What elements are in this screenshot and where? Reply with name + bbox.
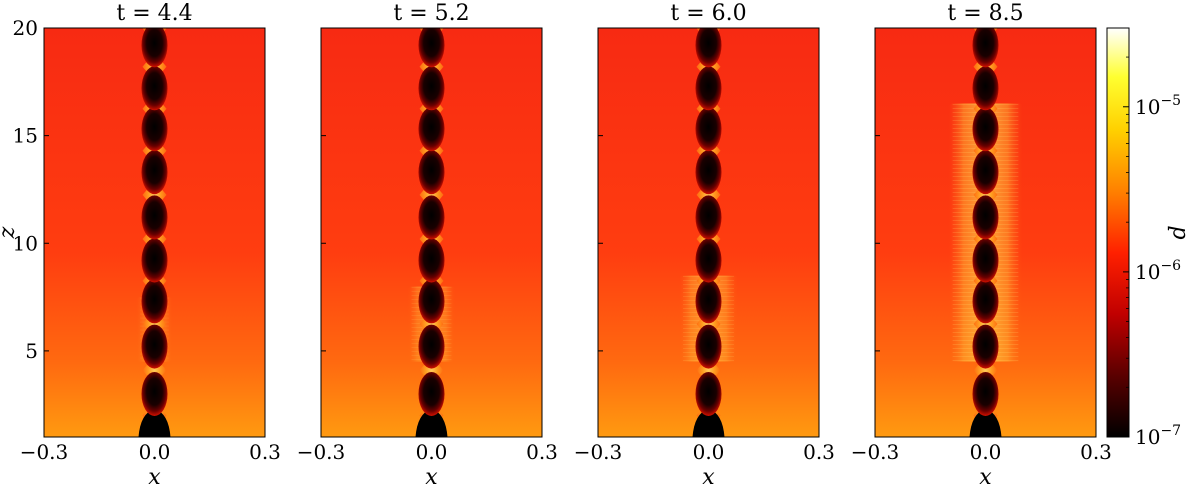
- jet-cell: [695, 238, 722, 283]
- density-field: [321, 28, 542, 437]
- jet-cell: [695, 195, 722, 240]
- jet-cell: [972, 195, 999, 240]
- x-tick-label: 0.3: [526, 440, 558, 464]
- x-tick-label: 0.0: [970, 440, 1002, 464]
- x-axis-label: x: [425, 465, 438, 490]
- jet-cell: [695, 28, 722, 68]
- jet-cell: [695, 324, 722, 369]
- panel: t = 8.5 −0.3 0.0 0.3 x: [851, 1, 1112, 490]
- x-axis-label: x: [979, 465, 992, 490]
- colorbar: 10−7 10−6 10−5 d: [1106, 27, 1191, 449]
- jet-cell: [141, 28, 168, 68]
- colorbar-tick-label: 10−5: [1135, 93, 1181, 119]
- x-tick-label: −0.3: [574, 440, 623, 464]
- x-axis-label: x: [702, 465, 715, 490]
- x-tick-label: −0.3: [851, 440, 900, 464]
- x-tick-label: 0.0: [693, 440, 725, 464]
- jet-cell: [972, 150, 999, 195]
- jet-cell: [972, 238, 999, 283]
- jet-cell: [695, 371, 722, 416]
- panel: t = 5.2 −0.3 0.0 0.3 x: [297, 1, 558, 490]
- y-tick-label: 20: [13, 16, 38, 40]
- x-tick-label: 0.0: [139, 440, 171, 464]
- colorbar-tick-label: 10−6: [1135, 258, 1181, 284]
- panel-title: t = 4.4: [116, 1, 192, 26]
- x-axis-label: x: [148, 465, 161, 490]
- jet-cell: [141, 371, 168, 416]
- panel-title: t = 5.2: [393, 1, 469, 26]
- y-tick-label: 15: [13, 124, 38, 148]
- density-field: [598, 28, 819, 437]
- y-axis-label: z: [0, 226, 20, 239]
- density-field: [875, 28, 1096, 437]
- jet-cell: [418, 28, 445, 68]
- x-tick-label: −0.3: [297, 440, 346, 464]
- jet-cell: [972, 371, 999, 416]
- jet-cell: [972, 28, 999, 68]
- panel: t = 6.0 −0.3 0.0 0.3 x: [574, 1, 835, 490]
- jet-cell: [415, 409, 448, 437]
- jet-cell: [141, 107, 168, 152]
- jet-cell: [418, 324, 445, 369]
- jet-cell: [969, 409, 1002, 437]
- jet-cell: [138, 409, 171, 437]
- jet-cell: [141, 279, 168, 324]
- jet-cell: [695, 150, 722, 195]
- colorbar-frame: [1106, 27, 1130, 438]
- jet-cell: [695, 66, 722, 111]
- colorbar-label: d: [1166, 225, 1191, 239]
- jet-cell: [418, 107, 445, 152]
- panel-title: t = 6.0: [670, 1, 746, 26]
- jet-cell: [972, 324, 999, 369]
- jet-cell: [418, 279, 445, 324]
- jet-cell: [695, 107, 722, 152]
- jet-cell: [418, 371, 445, 416]
- jet-cell: [141, 150, 168, 195]
- colorbar-gradient: [1107, 28, 1129, 437]
- x-tick-label: −0.3: [20, 440, 69, 464]
- jet-cell: [141, 324, 168, 369]
- colorbar-tick-label: 10−7: [1135, 423, 1181, 449]
- y-tick-label: 5: [25, 339, 38, 363]
- jet-cell: [695, 279, 722, 324]
- y-tick-label: 10: [13, 231, 38, 255]
- jet-cell: [418, 238, 445, 283]
- jet-cell: [972, 66, 999, 111]
- jet-cell: [972, 107, 999, 152]
- x-tick-label: 0.3: [249, 440, 281, 464]
- jet-cell: [418, 195, 445, 240]
- x-tick-label: 0.0: [416, 440, 448, 464]
- jet-cell: [141, 66, 168, 111]
- x-tick-label: 0.3: [803, 440, 835, 464]
- jet-cell: [141, 195, 168, 240]
- jet-cell: [972, 279, 999, 324]
- jet-cell: [418, 150, 445, 195]
- panel-title: t = 8.5: [947, 1, 1023, 26]
- jet-cell: [141, 238, 168, 283]
- jet-cell: [692, 409, 725, 437]
- jet-cell: [418, 66, 445, 111]
- x-tick-label: 0.3: [1080, 440, 1112, 464]
- density-field: [44, 28, 265, 437]
- panel: t = 4.4 −0.3 0.0 0.3 x 5 10 15 20 z: [0, 1, 281, 490]
